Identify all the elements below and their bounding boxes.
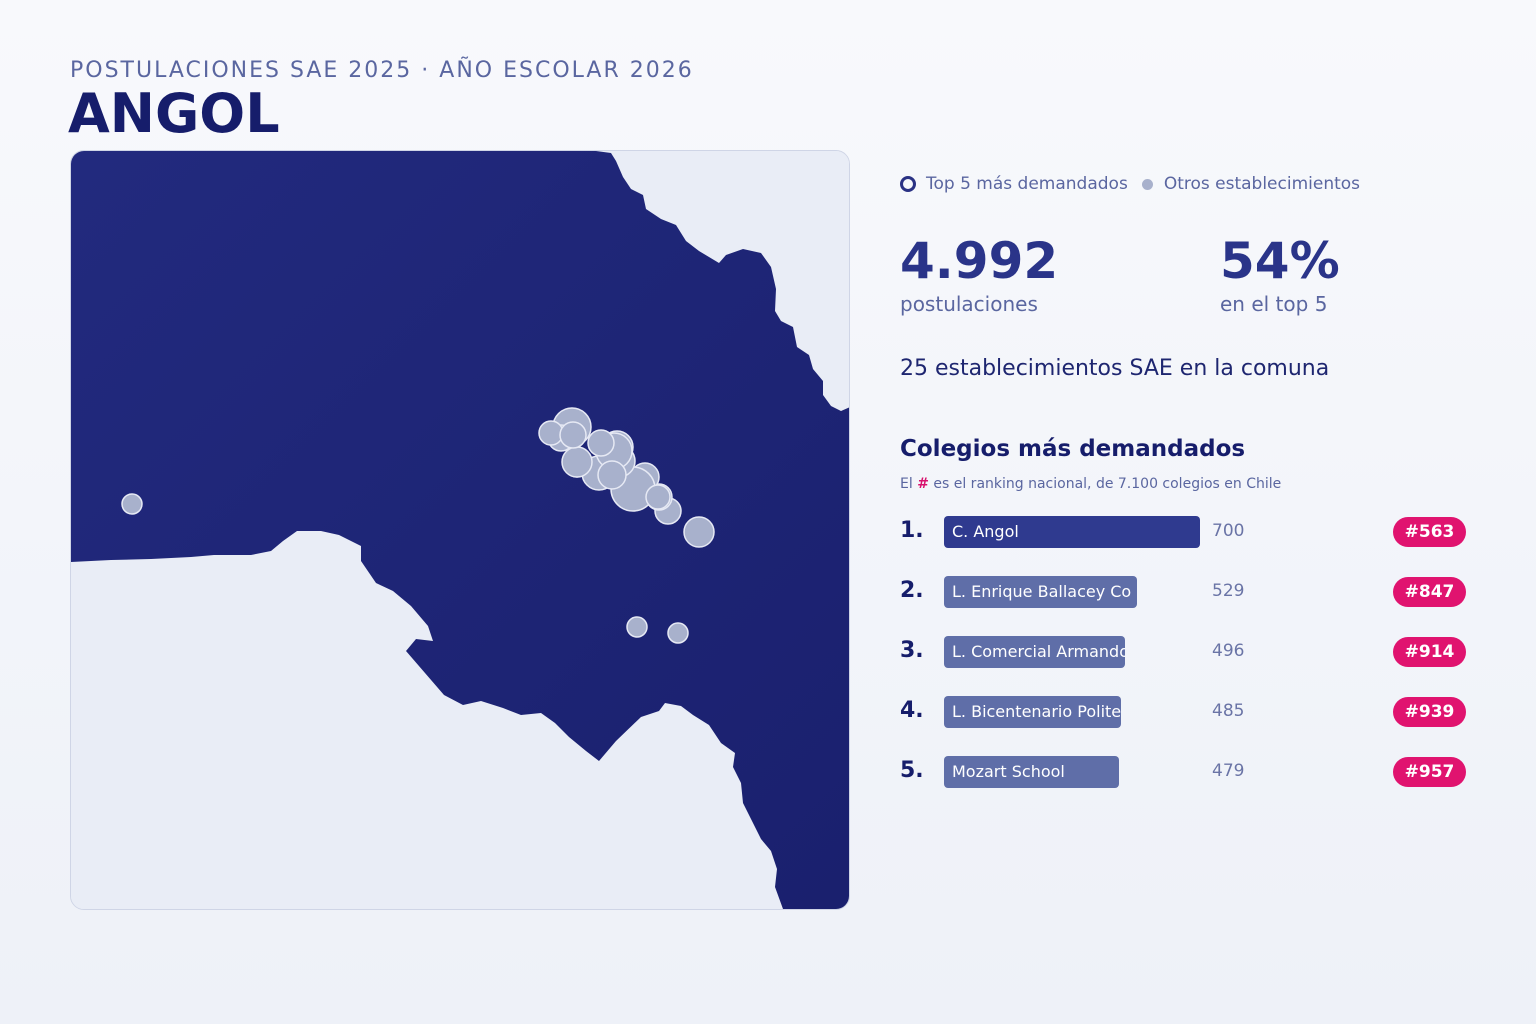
note-prefix: El: [900, 476, 918, 492]
school-dot[interactable]: [561, 446, 593, 478]
rank-value: 485: [1212, 701, 1245, 721]
map-svg: [71, 151, 849, 909]
rank-bar: L. Comercial Armando D: [944, 636, 1125, 668]
national-rank-badge: #939: [1393, 697, 1466, 727]
rank-index: 1.: [900, 518, 924, 543]
top5-ring-icon: [900, 176, 916, 192]
commune-shape: [71, 151, 849, 909]
note-suffix: es el ranking nacional, de 7.100 colegio…: [928, 476, 1282, 492]
others-dot-icon: [1141, 178, 1153, 190]
school-dot[interactable]: [683, 516, 715, 548]
note-hash: #: [917, 476, 929, 492]
rank-bar: L. Bicentenario Polite: [944, 696, 1121, 728]
postulaciones-value: 4.992: [900, 232, 1059, 290]
national-rank-badge: #563: [1393, 517, 1466, 547]
page-title: ANGOL: [68, 82, 280, 145]
rank-index: 3.: [900, 638, 924, 663]
rank-school-name: Mozart School: [952, 762, 1065, 781]
rank-school-name: L. Enrique Ballacey Co: [952, 582, 1132, 601]
rank-bar: C. Angol: [944, 516, 1200, 548]
national-rank-badge: #847: [1393, 577, 1466, 607]
rank-index: 5.: [900, 758, 924, 783]
map-legend: Top 5 más demandados Otros establecimien…: [900, 174, 1360, 194]
rank-value: 496: [1212, 641, 1245, 661]
rank-value: 700: [1212, 521, 1245, 541]
page-subtitle: POSTULACIONES SAE 2025 · AÑO ESCOLAR 202…: [70, 58, 694, 83]
school-dot[interactable]: [121, 493, 143, 515]
schools-count: 25 establecimientos SAE en la comuna: [900, 356, 1330, 381]
school-dot[interactable]: [559, 421, 587, 449]
top5-share-value: 54%: [1220, 232, 1340, 290]
legend-others-label: Otros establecimientos: [1163, 174, 1361, 194]
school-dot[interactable]: [626, 616, 648, 638]
school-dot[interactable]: [645, 484, 671, 510]
school-dot[interactable]: [597, 460, 627, 490]
top5-share-label: en el top 5: [1220, 292, 1328, 316]
national-rank-badge: #957: [1393, 757, 1466, 787]
postulaciones-label: postulaciones: [900, 292, 1038, 316]
rank-index: 2.: [900, 578, 924, 603]
ranking-row[interactable]: 3. L. Comercial Armando D 496 #914: [900, 636, 1470, 670]
ranking-row[interactable]: 1. C. Angol 700 #563: [900, 516, 1470, 550]
rank-index: 4.: [900, 698, 924, 723]
rank-bar: L. Enrique Ballacey Co: [944, 576, 1137, 608]
commune-map[interactable]: [70, 150, 850, 910]
rank-school-name: C. Angol: [952, 522, 1019, 541]
ranking-row[interactable]: 2. L. Enrique Ballacey Co 529 #847: [900, 576, 1470, 610]
rank-school-name: L. Comercial Armando D: [952, 642, 1125, 661]
national-rank-badge: #914: [1393, 637, 1466, 667]
rank-value: 479: [1212, 761, 1245, 781]
ranking-title: Colegios más demandados: [900, 436, 1246, 462]
ranking-note: El # es el ranking nacional, de 7.100 co…: [900, 476, 1281, 492]
school-dots: [121, 407, 715, 644]
rank-bar: Mozart School: [944, 756, 1119, 788]
ranking-row[interactable]: 5. Mozart School 479 #957: [900, 756, 1470, 790]
school-dot[interactable]: [667, 622, 689, 644]
legend-top5-label: Top 5 más demandados: [926, 174, 1128, 194]
rank-value: 529: [1212, 581, 1245, 601]
ranking-row[interactable]: 4. L. Bicentenario Polite 485 #939: [900, 696, 1470, 730]
school-dot[interactable]: [587, 429, 615, 457]
rank-school-name: L. Bicentenario Polite: [952, 702, 1121, 721]
